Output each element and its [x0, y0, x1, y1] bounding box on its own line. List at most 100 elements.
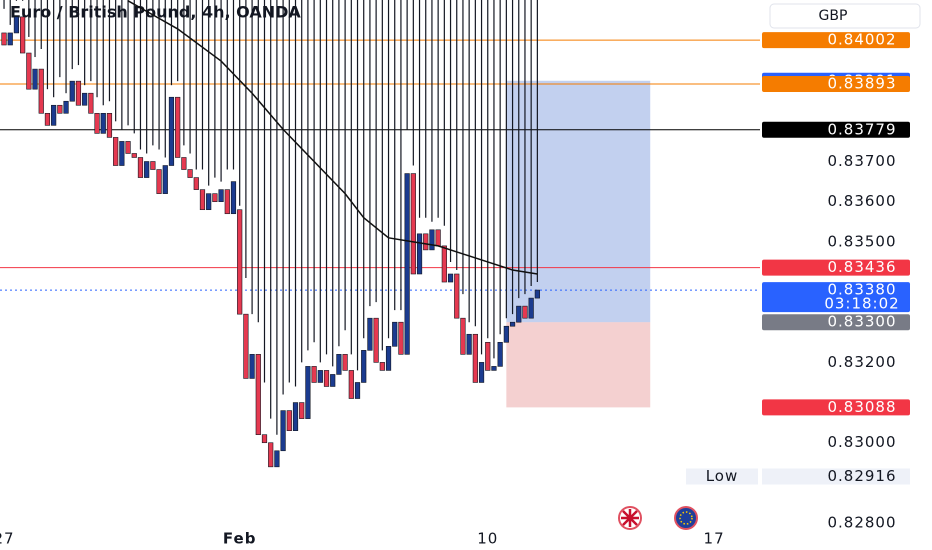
candle-body	[1, 32, 7, 46]
candle-body	[348, 370, 354, 399]
candle-body	[447, 273, 454, 283]
candle-body	[373, 317, 379, 363]
x-tick-label: 27	[0, 530, 15, 548]
candle-body	[26, 52, 32, 90]
low-name: Low	[706, 467, 739, 485]
y-tick-label: 0.83200	[827, 353, 896, 371]
low-label: 0.82916	[827, 467, 896, 485]
candle-body	[280, 410, 286, 452]
candle-body	[125, 141, 131, 154]
candle-body	[75, 80, 82, 106]
flag-eu-stars	[679, 511, 693, 525]
candle-body	[268, 442, 274, 468]
candle-body	[237, 209, 243, 315]
candle-body	[106, 112, 113, 138]
y-tick-label: 0.82800	[827, 514, 896, 532]
candle-body	[137, 157, 144, 178]
candle-body	[88, 92, 94, 114]
price-label: 0.83300	[827, 313, 896, 331]
candle-body	[485, 341, 491, 371]
price-label-box	[762, 121, 910, 138]
candle-body	[187, 169, 193, 178]
position-profit	[506, 80, 651, 323]
candle-body	[441, 245, 447, 283]
candle-body	[503, 325, 509, 343]
candle-body	[249, 354, 255, 379]
candle-body	[131, 153, 137, 158]
candle-body	[454, 273, 460, 319]
candle-body	[261, 434, 268, 444]
moving-average	[127, 0, 538, 275]
plot-area	[0, 0, 760, 468]
candle-body	[274, 450, 280, 468]
candle-body	[44, 112, 51, 126]
candle-body	[69, 80, 75, 102]
chart-title: Euro / British Pound, 4h, OANDA	[10, 3, 301, 22]
x-tick-label: Feb	[223, 530, 257, 548]
y-tick-label: 0.83500	[827, 232, 896, 250]
candle-body	[423, 233, 429, 251]
y-tick-label: 0.83700	[827, 152, 896, 170]
candle-body	[379, 362, 385, 371]
flag-gb-cross	[621, 509, 639, 527]
price-label-box	[762, 32, 910, 49]
candle-body	[175, 96, 181, 158]
y-tick-label: 0.83000	[827, 433, 896, 451]
candle-body	[51, 104, 57, 126]
candle-body	[385, 346, 392, 371]
candle-body	[7, 32, 13, 46]
flag-eu	[674, 506, 698, 530]
candle-body	[354, 382, 361, 399]
candle-body	[63, 100, 69, 114]
candle-body	[292, 402, 299, 431]
position-loss	[506, 322, 651, 408]
candle-body	[32, 68, 38, 90]
low-name-box	[686, 468, 758, 485]
price-label: 0.83779	[827, 120, 896, 138]
candle-body	[82, 92, 88, 106]
price-label-box	[762, 282, 910, 313]
price-label-box	[762, 399, 910, 416]
x-tick-label: 10	[477, 530, 498, 548]
candle-body	[398, 321, 404, 355]
candle-body	[13, 16, 20, 34]
candle-body	[144, 161, 150, 178]
candle-body	[404, 173, 410, 355]
candle-body	[113, 137, 119, 166]
candle-body	[255, 354, 261, 435]
countdown: 03:18:02	[824, 295, 899, 313]
candle-body	[168, 96, 175, 166]
candle-body	[435, 229, 441, 247]
x-tick-label: 17	[704, 530, 725, 548]
price-label-box	[762, 75, 910, 92]
candle-body	[361, 350, 367, 383]
candle-body	[286, 410, 292, 431]
candle-body	[342, 354, 348, 371]
candle-body	[522, 305, 528, 319]
candle-body	[305, 366, 311, 419]
currency-button[interactable]	[769, 3, 921, 29]
candle-body	[311, 366, 317, 383]
y-tick-label: 0.83600	[827, 192, 896, 210]
candle-body	[150, 161, 156, 170]
price-label: 0.83893	[827, 74, 896, 92]
price-axis: 0.82800 0.83000 0.83200 0.83500 0.83600 0.837…	[686, 31, 910, 532]
low-label-box	[762, 468, 910, 485]
price-label: 0.83436	[827, 258, 896, 276]
price-label: 0.83380	[827, 281, 896, 299]
candle-body	[206, 193, 212, 211]
candle-body	[429, 229, 435, 251]
candle-body	[199, 189, 206, 211]
candle-body	[299, 402, 305, 419]
candle-body	[230, 181, 237, 215]
candle-body	[193, 177, 199, 190]
candle-body	[460, 317, 466, 355]
candle-body	[212, 193, 218, 202]
candle-body	[156, 169, 162, 194]
flags	[618, 506, 698, 530]
price-label: 0.83088	[827, 398, 896, 416]
candle-body	[119, 141, 125, 166]
candle-body	[416, 233, 423, 275]
price-label: 0.84002	[827, 31, 896, 49]
